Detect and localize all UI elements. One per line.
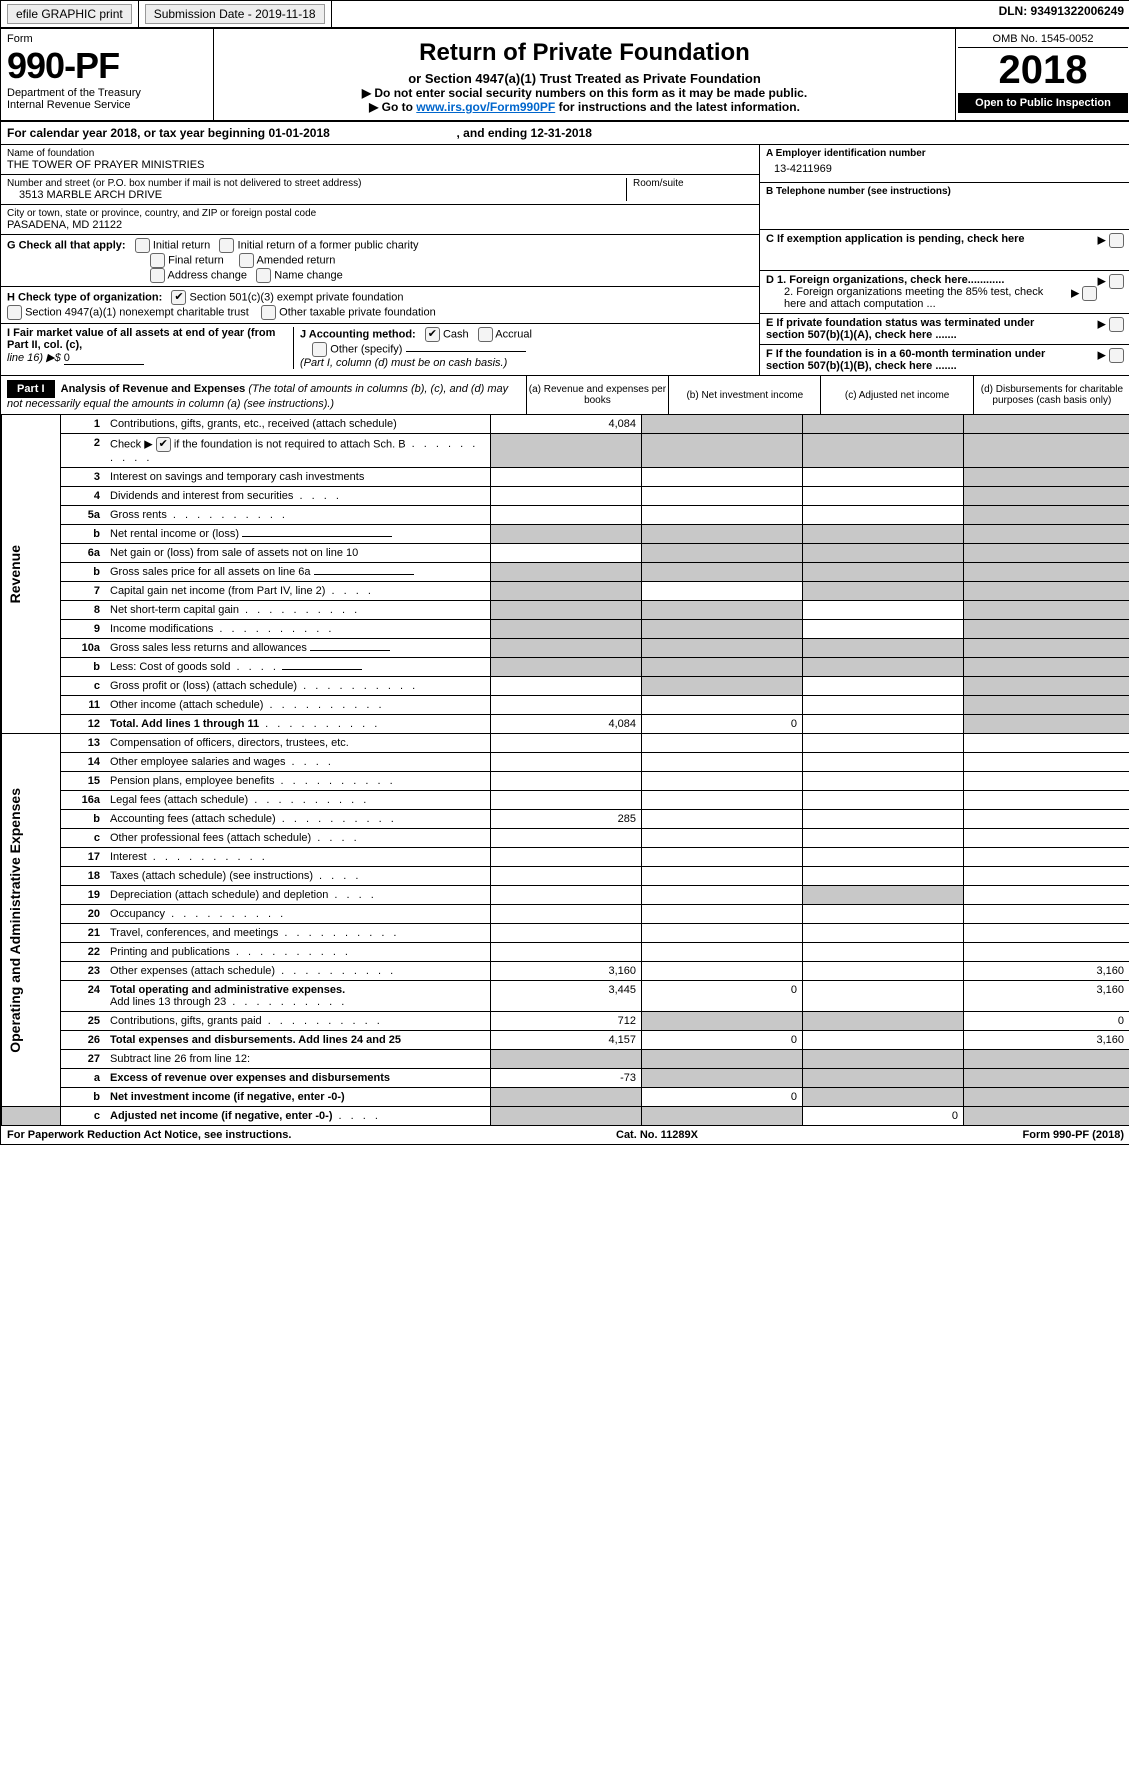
tax-year: 2018 — [958, 48, 1128, 93]
revenue-side: Revenue — [2, 415, 61, 734]
open-public: Open to Public Inspection — [958, 93, 1128, 113]
footer: For Paperwork Reduction Act Notice, see … — [1, 1126, 1129, 1144]
other-tax-check[interactable] — [261, 305, 276, 320]
final-return-check[interactable] — [150, 253, 165, 268]
initial-return-check[interactable] — [135, 238, 150, 253]
501c3-check[interactable] — [171, 290, 186, 305]
form-title: Return of Private Foundation — [220, 39, 949, 67]
calendar-year: For calendar year 2018, or tax year begi… — [1, 122, 1129, 145]
f-cell: F If the foundation is in a 60-month ter… — [760, 345, 1129, 375]
expense-side: Operating and Administrative Expenses — [2, 734, 61, 1107]
col-a-hdr: (a) Revenue and expenses per books — [526, 376, 669, 414]
entity-left: Name of foundation THE TOWER OF PRAYER M… — [1, 145, 759, 375]
part1-label: Part I — [7, 380, 55, 398]
dln: DLN: 93491322006249 — [993, 1, 1129, 27]
schB-check[interactable] — [156, 437, 171, 452]
addr-change-check[interactable] — [150, 268, 165, 283]
addr-cell: Number and street (or P.O. box number if… — [1, 175, 759, 205]
fmv-value: 0 — [64, 352, 144, 365]
foundation-name: THE TOWER OF PRAYER MINISTRIES — [7, 159, 753, 171]
4947-check[interactable] — [7, 305, 22, 320]
top-bar: efile GRAPHIC print Submission Date - 20… — [1, 1, 1129, 29]
e-cell: E If private foundation status was termi… — [760, 314, 1129, 345]
tel-cell: B Telephone number (see instructions) — [760, 183, 1129, 230]
col-b-hdr: (b) Net investment income — [668, 376, 820, 414]
col-c-hdr: (c) Adjusted net income — [820, 376, 972, 414]
form-ref: Form 990-PF (2018) — [1023, 1129, 1124, 1141]
form-word: Form — [7, 33, 207, 45]
initial-former-check[interactable] — [219, 238, 234, 253]
l1-a: 4,084 — [491, 415, 642, 434]
header-right: OMB No. 1545-0052 2018 Open to Public In… — [955, 29, 1129, 120]
cash-check[interactable] — [425, 327, 440, 342]
c-check[interactable] — [1109, 233, 1124, 248]
h-check: H Check type of organization: Section 50… — [1, 287, 759, 324]
instr2: ▶ Go to www.irs.gov/Form990PF for instru… — [220, 100, 949, 114]
ein-cell: A Employer identification number 13-4211… — [760, 145, 1129, 183]
efile-print: efile GRAPHIC print — [1, 1, 139, 27]
city: PASADENA, MD 21122 — [7, 219, 753, 231]
e-check[interactable] — [1109, 317, 1124, 332]
part1-header: Part I Analysis of Revenue and Expenses … — [1, 376, 1129, 415]
accrual-check[interactable] — [478, 327, 493, 342]
other-method-check[interactable] — [312, 342, 327, 357]
name-cell: Name of foundation THE TOWER OF PRAYER M… — [1, 145, 759, 175]
col-d-hdr: (d) Disbursements for charitable purpose… — [973, 376, 1129, 414]
form-page: efile GRAPHIC print Submission Date - 20… — [0, 0, 1129, 1145]
g-check: G Check all that apply: Initial return I… — [1, 235, 759, 287]
entity-right: A Employer identification number 13-4211… — [759, 145, 1129, 375]
form-header: Form 990-PF Department of the Treasury I… — [1, 29, 1129, 122]
ij-row: I Fair market value of all assets at end… — [1, 324, 759, 372]
d2-check[interactable] — [1082, 286, 1097, 301]
d1-check[interactable] — [1109, 274, 1124, 289]
header-left: Form 990-PF Department of the Treasury I… — [1, 29, 214, 120]
cat-no: Cat. No. 11289X — [616, 1129, 698, 1141]
name-change-check[interactable] — [256, 268, 271, 283]
f-check[interactable] — [1109, 348, 1124, 363]
lines-table: Revenue 1Contributions, gifts, grants, e… — [1, 415, 1129, 1126]
c-cell: C If exemption application is pending, c… — [760, 230, 1129, 271]
instr1: ▶ Do not enter social security numbers o… — [220, 86, 949, 100]
dept: Department of the Treasury — [7, 87, 207, 99]
omb: OMB No. 1545-0052 — [958, 31, 1128, 48]
irs: Internal Revenue Service — [7, 99, 207, 111]
paperwork-notice: For Paperwork Reduction Act Notice, see … — [7, 1129, 291, 1141]
d-cell: D 1. Foreign organizations, check here..… — [760, 271, 1129, 314]
header-center: Return of Private Foundation or Section … — [214, 29, 955, 120]
amended-check[interactable] — [239, 253, 254, 268]
city-cell: City or town, state or province, country… — [1, 205, 759, 235]
form-number: 990-PF — [7, 45, 207, 87]
efile-btn[interactable]: efile GRAPHIC print — [7, 4, 132, 24]
street: 3513 MARBLE ARCH DRIVE — [7, 189, 626, 201]
entity-info: Name of foundation THE TOWER OF PRAYER M… — [1, 145, 1129, 376]
ein: 13-4211969 — [766, 159, 1124, 179]
form-subtitle: or Section 4947(a)(1) Trust Treated as P… — [220, 71, 949, 86]
submission-date: Submission Date - 2019-11-18 — [139, 1, 332, 27]
form-link[interactable]: www.irs.gov/Form990PF — [416, 100, 555, 114]
